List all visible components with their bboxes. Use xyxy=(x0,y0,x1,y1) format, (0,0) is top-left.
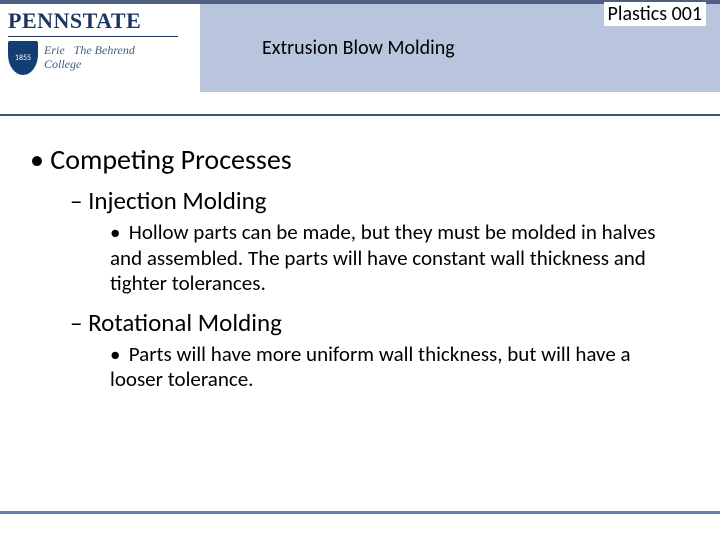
subunit-line2: The Behrend xyxy=(74,43,135,57)
subunit-text: Erie The Behrend College xyxy=(44,44,135,72)
heading-lvl1: Competing Processes xyxy=(30,142,690,177)
slide-content: Competing Processes Injection Molding • … xyxy=(30,142,690,403)
subheading-rotational: Rotational Molding xyxy=(70,307,690,338)
bullet-icon: • xyxy=(110,220,124,246)
detail-injection-text: Hollow parts can be made, but they must … xyxy=(110,219,655,296)
institution-name: PENNSTATE xyxy=(8,8,192,34)
subunit-line3: College xyxy=(44,57,81,71)
slide-title: Extrusion Blow Molding xyxy=(262,36,455,60)
bullet-icon: • xyxy=(110,342,124,368)
course-code: Plastics 001 xyxy=(604,2,706,26)
detail-rotational: • Parts will have more uniform wall thic… xyxy=(110,342,680,393)
accent-line xyxy=(0,114,720,116)
logo-divider xyxy=(8,36,178,37)
shield-year: 1855 xyxy=(15,53,31,63)
subunit-line1: Erie xyxy=(44,43,65,57)
logo-subunit: 1855 Erie The Behrend College xyxy=(8,41,192,75)
detail-rotational-text: Parts will have more uniform wall thickn… xyxy=(110,341,631,393)
shield-icon: 1855 xyxy=(8,41,38,75)
institution-logo: PENNSTATE 1855 Erie The Behrend College xyxy=(0,4,200,92)
header-band: PENNSTATE 1855 Erie The Behrend College … xyxy=(0,0,720,92)
detail-injection: • Hollow parts can be made, but they mus… xyxy=(110,220,680,297)
subheading-injection: Injection Molding xyxy=(70,185,690,216)
footer-line xyxy=(0,511,720,514)
